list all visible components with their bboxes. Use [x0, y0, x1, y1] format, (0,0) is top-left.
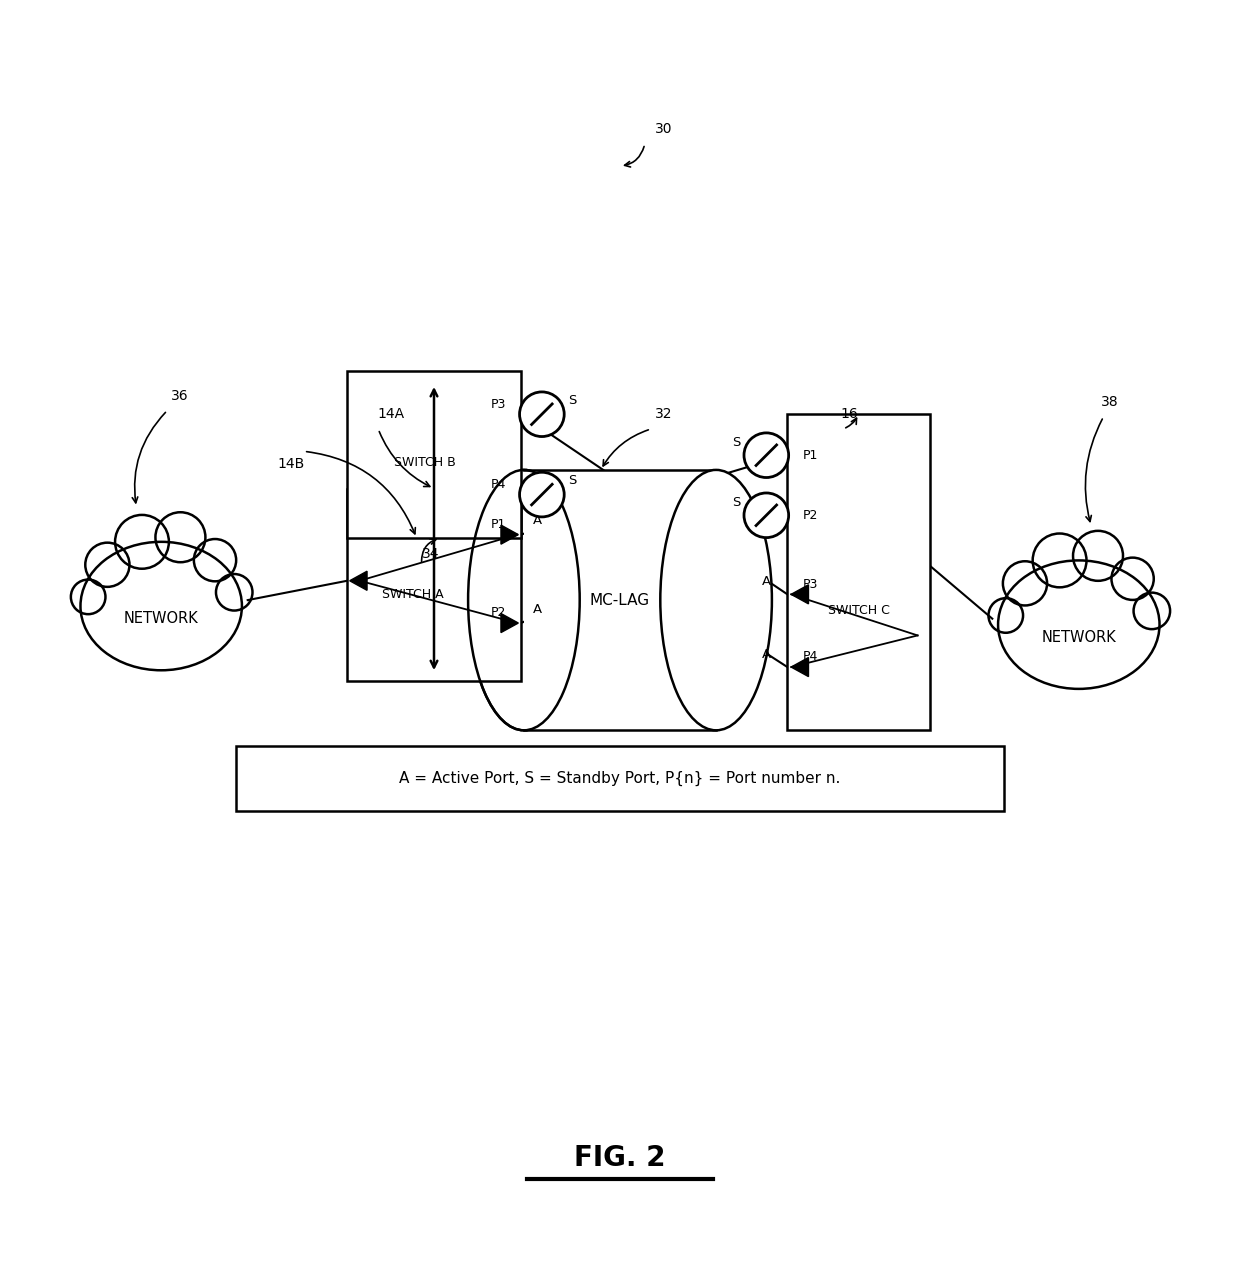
Text: S: S	[732, 497, 740, 510]
Text: P4: P4	[802, 650, 817, 663]
Text: P2: P2	[802, 508, 817, 521]
Text: A: A	[533, 515, 542, 528]
Text: 38: 38	[1101, 395, 1118, 409]
Circle shape	[520, 472, 564, 517]
Polygon shape	[350, 571, 367, 591]
Text: 30: 30	[655, 122, 672, 136]
Text: A: A	[763, 649, 771, 662]
Circle shape	[744, 493, 789, 538]
Bar	[347, 489, 521, 681]
Text: A: A	[533, 602, 542, 616]
Text: FIG. 2: FIG. 2	[574, 1144, 666, 1172]
Text: A: A	[763, 575, 771, 588]
Text: P2: P2	[491, 606, 506, 619]
Text: NETWORK: NETWORK	[124, 611, 198, 627]
Ellipse shape	[81, 542, 242, 671]
Text: S: S	[732, 436, 740, 449]
Polygon shape	[791, 584, 808, 604]
Ellipse shape	[467, 470, 579, 730]
Circle shape	[115, 515, 169, 569]
Text: SWITCH C: SWITCH C	[828, 604, 889, 616]
Circle shape	[1033, 534, 1086, 587]
Circle shape	[744, 432, 789, 477]
Circle shape	[1073, 530, 1123, 580]
Text: P3: P3	[802, 578, 817, 591]
Polygon shape	[501, 525, 518, 544]
Text: SWITCH B: SWITCH B	[394, 457, 456, 470]
Circle shape	[193, 539, 236, 582]
Text: 36: 36	[171, 389, 188, 403]
Polygon shape	[501, 614, 518, 633]
Circle shape	[1111, 557, 1153, 600]
Bar	[523, 470, 717, 730]
Circle shape	[1003, 561, 1047, 605]
Bar	[347, 371, 521, 538]
Ellipse shape	[661, 470, 771, 730]
Bar	[236, 746, 1004, 811]
Circle shape	[71, 579, 105, 614]
Circle shape	[988, 598, 1023, 633]
Text: P4: P4	[491, 477, 506, 490]
Text: S: S	[568, 394, 577, 407]
Circle shape	[1133, 592, 1171, 629]
Text: 34: 34	[422, 547, 439, 561]
Text: 32: 32	[655, 407, 672, 421]
Text: 16: 16	[841, 407, 858, 421]
Text: SWITCH A: SWITCH A	[382, 588, 444, 601]
Text: 14A: 14A	[377, 407, 404, 421]
Text: P3: P3	[491, 398, 506, 411]
Text: MC-LAG: MC-LAG	[590, 592, 650, 607]
Bar	[787, 414, 930, 730]
Circle shape	[86, 543, 129, 587]
Circle shape	[155, 512, 206, 562]
Circle shape	[216, 574, 253, 610]
Ellipse shape	[998, 560, 1159, 689]
Text: NETWORK: NETWORK	[1042, 629, 1116, 645]
Text: A = Active Port, S = Standby Port, P{n} = Port number n.: A = Active Port, S = Standby Port, P{n} …	[399, 771, 841, 786]
Text: S: S	[568, 475, 577, 488]
Circle shape	[520, 393, 564, 436]
Text: P1: P1	[491, 517, 506, 532]
Text: P1: P1	[802, 449, 817, 462]
Text: 14B: 14B	[278, 457, 305, 471]
Polygon shape	[791, 658, 808, 677]
